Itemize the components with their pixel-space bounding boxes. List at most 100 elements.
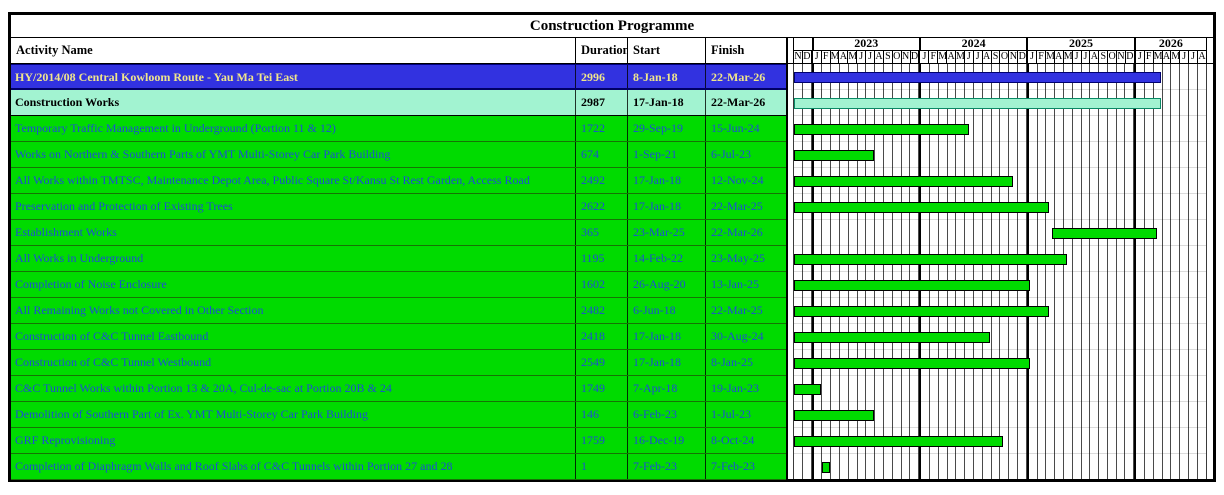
chart-row bbox=[794, 454, 1206, 480]
month-gridline-cell bbox=[822, 64, 832, 479]
gantt-bar bbox=[794, 331, 991, 343]
month-label: J bbox=[1189, 51, 1199, 63]
finish-date-cell: 22-Mar-25 bbox=[705, 194, 786, 219]
month-gridline-cell bbox=[1145, 64, 1154, 479]
activity-table: Activity Name Duration Start Finish HY/2… bbox=[11, 38, 786, 480]
month-label: S bbox=[1099, 51, 1109, 63]
month-label: O bbox=[1108, 51, 1118, 63]
duration-cell: 674 bbox=[575, 142, 627, 167]
finish-date-cell: 13-Jan-25 bbox=[705, 272, 786, 297]
activity-name-cell: Completion of Noise Enclosure bbox=[15, 277, 167, 291]
finish-date-cell: 12-Nov-24 bbox=[705, 168, 786, 193]
month-label: J bbox=[857, 51, 867, 63]
month-label: J bbox=[974, 51, 983, 63]
year-label bbox=[794, 38, 814, 50]
activity-name-cell: GRF Reprovisioning bbox=[15, 433, 116, 447]
table-row: Construction Works 2987 17-Jan-18 22-Mar-26 bbox=[11, 90, 786, 116]
finish-date-cell: 22-Mar-26 bbox=[705, 220, 786, 245]
month-label: A bbox=[983, 51, 992, 63]
month-gridline-cell bbox=[1055, 64, 1064, 479]
duration-cell: 1722 bbox=[575, 116, 627, 141]
month-gridline-cell bbox=[1000, 64, 1010, 479]
month-gridline-cell bbox=[965, 64, 974, 479]
month-label: O bbox=[893, 51, 902, 63]
month-gridline-cell bbox=[1108, 64, 1117, 479]
finish-date-cell: 19-Jan-23 bbox=[705, 376, 786, 401]
start-date-cell: 7-Apr-18 bbox=[627, 376, 705, 401]
gantt-window: Construction Programme Activity Name Dur… bbox=[8, 12, 1216, 482]
finish-date-cell: 7-Feb-23 bbox=[705, 454, 786, 479]
activity-name-cell: HY/2014/08 Central Kowloom Route - Yau M… bbox=[15, 70, 298, 84]
finish-date-cell: 22-Mar-26 bbox=[705, 90, 786, 115]
gantt-bar bbox=[794, 305, 1050, 317]
finish-date-cell: 8-Oct-24 bbox=[705, 428, 786, 453]
start-date-cell: 26-Aug-20 bbox=[627, 272, 705, 297]
main-area: Activity Name Duration Start Finish HY/2… bbox=[11, 37, 1213, 480]
table-row: HY/2014/08 Central Kowloom Route - Yau M… bbox=[11, 64, 786, 90]
table-row: Completion of Diaphragm Walls and Roof S… bbox=[11, 454, 786, 480]
month-label: J bbox=[1027, 51, 1038, 63]
month-gridline-cell bbox=[1171, 64, 1181, 479]
table-row: Construction of C&C Tunnel Eastbound 2418… bbox=[11, 324, 786, 350]
month-label: M bbox=[1153, 51, 1163, 63]
start-date-cell: 8-Jan-18 bbox=[627, 65, 705, 88]
activity-name-cell: All Remaining Works not Covered in Other… bbox=[15, 303, 264, 317]
start-date-cell: 23-Mar-25 bbox=[627, 220, 705, 245]
finish-date-cell: 30-Aug-24 bbox=[705, 324, 786, 349]
month-gridline-cell bbox=[930, 64, 939, 479]
month-gridline-cell bbox=[992, 64, 1001, 479]
month-label: M bbox=[938, 51, 948, 63]
chart-row bbox=[794, 350, 1206, 376]
month-label: A bbox=[947, 51, 957, 63]
table-row: Works on Northern & Southern Parts of YM… bbox=[11, 142, 786, 168]
table-row: GRF Reprovisioning 1759 16-Dec-19 8-Oct-24 bbox=[11, 428, 786, 454]
month-gridline-cell bbox=[875, 64, 884, 479]
activity-name-cell: Construction of C&C Tunnel Westbound bbox=[15, 355, 212, 369]
start-date-cell: 17-Jan-18 bbox=[627, 194, 705, 219]
month-gridline-cell bbox=[919, 64, 930, 479]
month-label: S bbox=[992, 51, 1001, 63]
year-label: 2024 bbox=[921, 37, 1029, 50]
table-row: Construction of C&C Tunnel Westbound 2549… bbox=[11, 350, 786, 376]
month-gridlines bbox=[794, 64, 1206, 479]
start-date-cell: 17-Jan-18 bbox=[627, 168, 705, 193]
table-row: Preservation and Protection of Existing … bbox=[11, 194, 786, 220]
table-row: All Remaining Works not Covered in Other… bbox=[11, 298, 786, 324]
gantt-bar bbox=[794, 175, 1014, 187]
month-label: M bbox=[1045, 51, 1055, 63]
table-row: Temporary Traffic Management in Undergro… bbox=[11, 116, 786, 142]
month-gridline-cell bbox=[831, 64, 840, 479]
gantt-chart-body bbox=[788, 64, 1213, 480]
month-label: N bbox=[1009, 51, 1019, 63]
month-label: A bbox=[875, 51, 884, 63]
month-gridline-cell bbox=[1189, 64, 1198, 479]
month-label: F bbox=[1037, 51, 1046, 63]
chart-row bbox=[794, 272, 1206, 298]
duration-cell: 1759 bbox=[575, 428, 627, 453]
month-label: A bbox=[839, 51, 849, 63]
month-gridline-cell bbox=[1009, 64, 1018, 479]
duration-cell: 2987 bbox=[575, 90, 627, 115]
gantt-bar bbox=[794, 383, 821, 395]
column-header-start: Start bbox=[627, 38, 705, 63]
month-label: J bbox=[1134, 51, 1145, 63]
column-header-activity-name: Activity Name bbox=[16, 43, 93, 57]
chart-row bbox=[794, 402, 1206, 428]
start-date-cell: 17-Jan-18 bbox=[627, 90, 705, 115]
gantt-bar bbox=[794, 123, 969, 135]
duration-cell: 2996 bbox=[575, 65, 627, 88]
activity-name-cell: Establishment Works bbox=[15, 225, 117, 239]
gantt-bar bbox=[794, 97, 1162, 109]
month-gridline-cell bbox=[1099, 64, 1108, 479]
month-label: M bbox=[956, 51, 965, 63]
finish-date-cell: 23-May-25 bbox=[705, 246, 786, 271]
table-header-row: Activity Name Duration Start Finish bbox=[11, 38, 786, 64]
month-label: J bbox=[965, 51, 974, 63]
table-row: Establishment Works 365 23-Mar-25 22-Mar-26 bbox=[11, 220, 786, 246]
month-label: M bbox=[830, 51, 840, 63]
month-gridline-cell bbox=[1064, 64, 1073, 479]
table-row: C&C Tunnel Works within Portion 13 & 20A… bbox=[11, 376, 786, 402]
month-label: J bbox=[919, 51, 930, 63]
month-label: O bbox=[1000, 51, 1010, 63]
